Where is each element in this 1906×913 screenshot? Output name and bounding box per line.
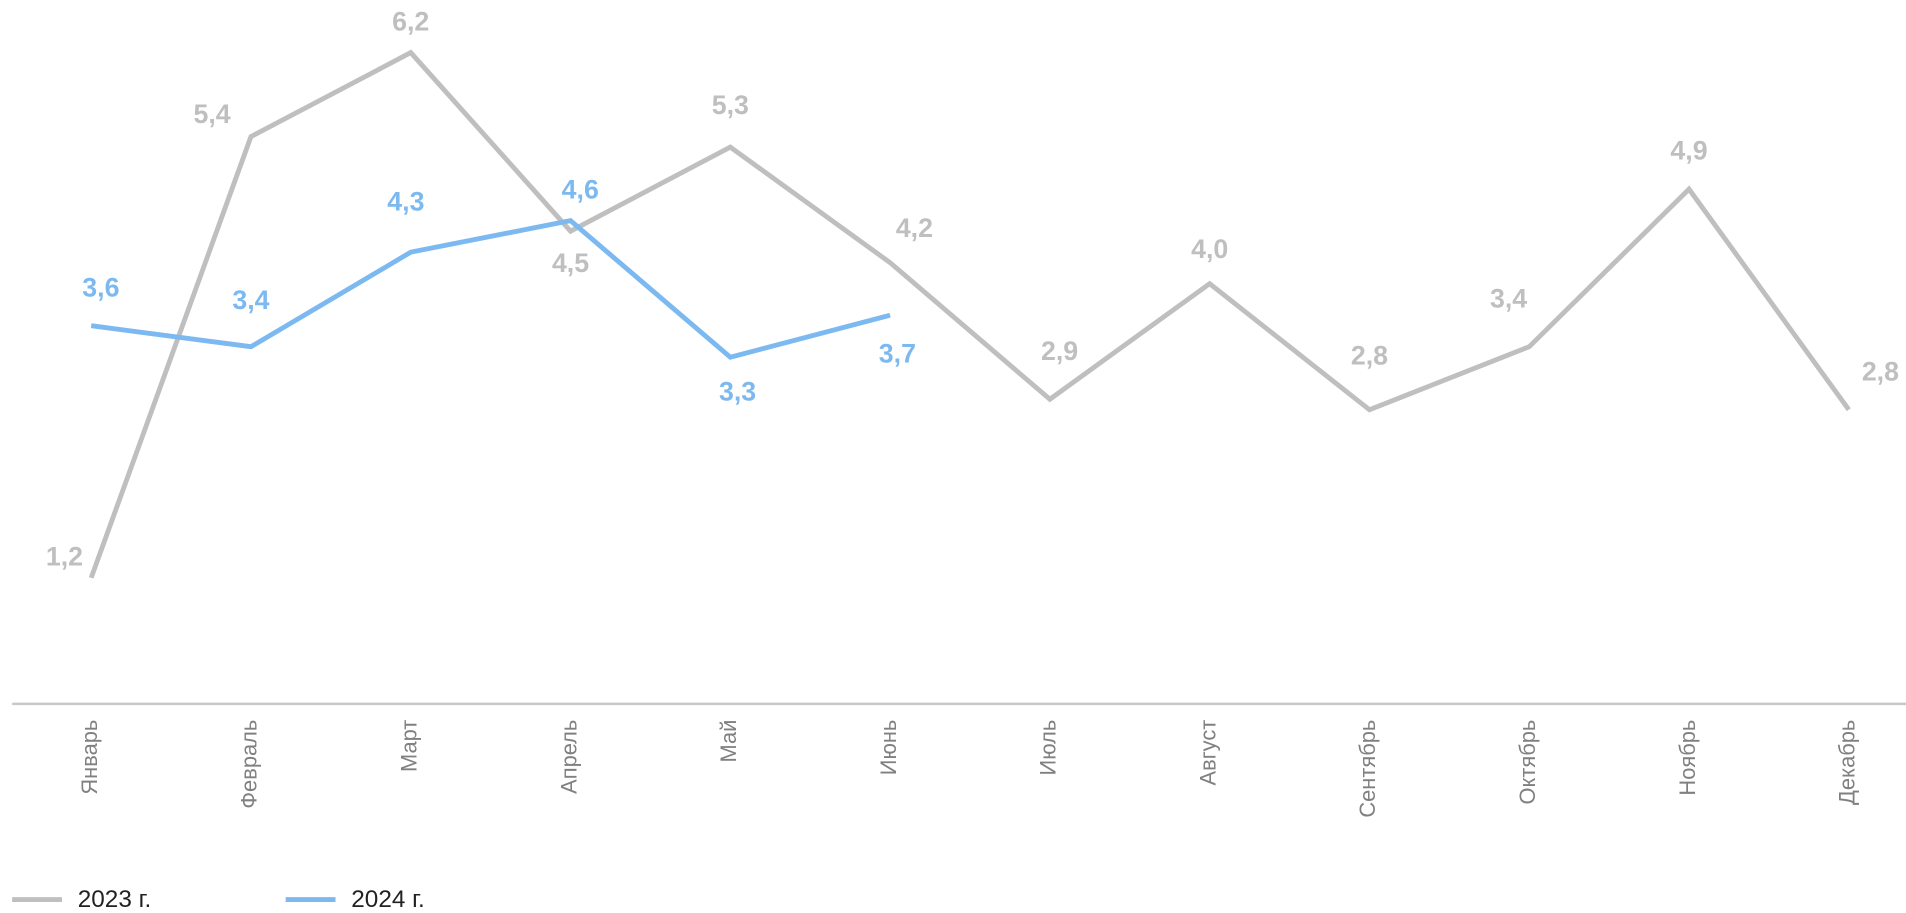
data-label: 2,9	[1041, 336, 1078, 366]
data-label: 3,6	[82, 272, 119, 302]
data-label: 3,7	[879, 338, 916, 368]
x-tick-label: Февраль	[237, 720, 262, 809]
data-label: 4,5	[552, 248, 589, 278]
data-label: 3,4	[232, 285, 269, 315]
x-tick-label: Апрель	[556, 720, 581, 794]
x-tick-label: Сентябрь	[1355, 720, 1380, 818]
x-tick-label: Март	[397, 720, 422, 772]
series-line	[88, 49, 1851, 579]
data-label: 2,8	[1351, 341, 1388, 371]
x-tick-label: Август	[1195, 720, 1220, 786]
data-label: 1,2	[46, 541, 83, 571]
data-label: 3,4	[1490, 284, 1527, 314]
x-tick-label: Октябрь	[1515, 720, 1540, 805]
x-tick-label: Июнь	[876, 720, 901, 776]
x-tick-label: Ноябрь	[1675, 720, 1700, 796]
x-tick-label: Декабрь	[1835, 720, 1860, 805]
data-label: 4,6	[562, 175, 599, 205]
data-label: 4,9	[1670, 136, 1707, 166]
data-label: 6,2	[392, 6, 429, 36]
series-line	[90, 218, 891, 360]
x-tick-label: Январь	[77, 720, 102, 795]
data-label: 4,0	[1191, 234, 1228, 264]
legend-label: 2023 г.	[78, 886, 151, 913]
data-label: 2,8	[1862, 356, 1899, 386]
legend-label: 2024 г.	[351, 886, 424, 913]
x-tick-label: Май	[716, 720, 741, 763]
data-label: 3,3	[719, 377, 756, 407]
data-label: 5,4	[193, 99, 230, 129]
x-tick-label: Июль	[1036, 720, 1061, 776]
data-label: 4,2	[896, 213, 933, 243]
data-label: 5,3	[712, 90, 749, 120]
data-label: 4,3	[387, 187, 424, 217]
